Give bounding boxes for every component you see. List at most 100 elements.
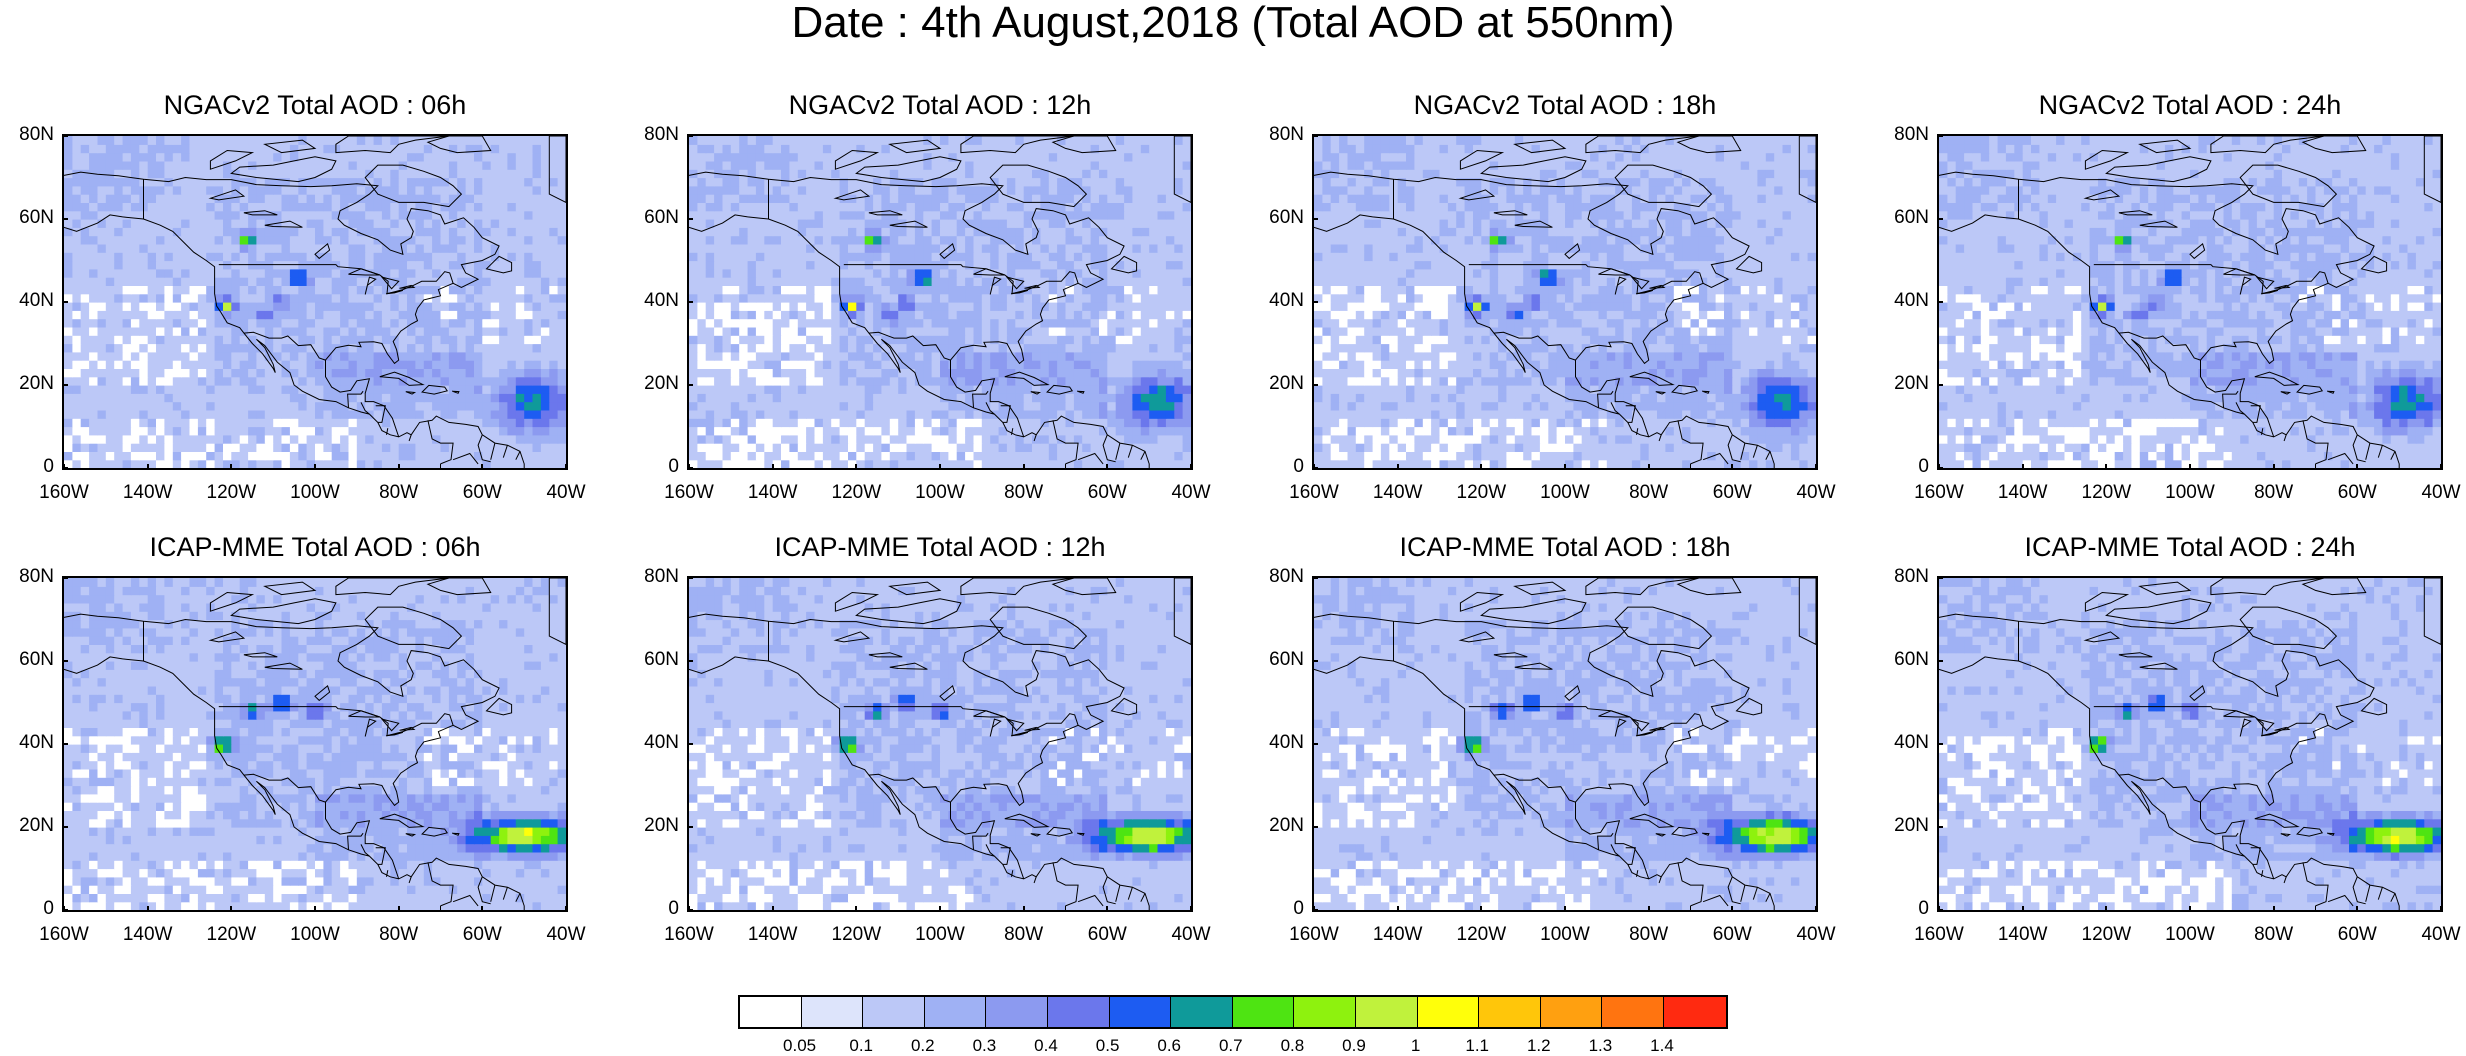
island-outline <box>335 136 449 154</box>
lat-tick-mark <box>1937 577 1943 579</box>
lat-tick-mark <box>687 301 693 303</box>
lake-outline <box>1024 284 1041 289</box>
island-outline <box>1671 826 1699 837</box>
country-border <box>2365 884 2371 902</box>
colorbar-swatch <box>1417 997 1480 1027</box>
country-border <box>2235 844 2245 857</box>
country-border <box>452 452 479 465</box>
panel-title: NGACv2 Total AOD : 18h <box>1413 90 1717 120</box>
lon-tick-label: 160W <box>664 924 714 945</box>
lon-tick-label: 80W <box>1004 482 1044 503</box>
island-outline <box>960 578 1074 596</box>
coastline-east <box>689 613 1125 880</box>
lake-outline <box>386 289 404 295</box>
country-border <box>1493 773 1576 803</box>
country-border <box>2302 420 2329 465</box>
lake-outline <box>2274 726 2291 731</box>
map-panel-ngacv2-18h: NGACv2 Total AOD : 18h 80N 60N 40N 20N 0 160W 1… <box>1250 90 1870 560</box>
island-outline <box>1173 136 1191 203</box>
lon-tick-label: 100W <box>290 924 340 945</box>
lat-tick-label: 80N <box>19 566 54 587</box>
country-border <box>1077 894 1104 907</box>
lon-tick-label: 100W <box>2165 482 2215 503</box>
lon-tick-mark <box>688 464 690 470</box>
country-border <box>2222 832 2239 850</box>
lon-tick-mark <box>1731 906 1734 912</box>
lon-tick-mark <box>1396 906 1399 912</box>
country-border <box>1702 452 1729 465</box>
country-border <box>2352 434 2366 463</box>
map-svg <box>1939 136 2441 468</box>
country-border <box>2235 402 2245 415</box>
lon-tick-label: 140W <box>747 482 798 503</box>
lat-tick-label: 20N <box>1894 373 1929 394</box>
lat-tick-label: 40N <box>19 732 54 753</box>
lat-tick-mark <box>687 384 693 386</box>
colorbar-swatch <box>1355 997 1418 1027</box>
lat-tick-mark <box>1312 135 1318 137</box>
colorbar-tick-label: 1.1 <box>1465 1036 1489 1055</box>
country-border <box>2118 331 2201 361</box>
country-border <box>1677 420 1704 465</box>
colorbar-tick-label: 0.6 <box>1157 1036 1181 1055</box>
lon-tick-label: 60W <box>2337 482 2377 503</box>
island-outline <box>1676 136 1742 154</box>
country-border <box>2377 445 2383 458</box>
aod-field <box>64 578 566 910</box>
country-border <box>1625 847 1636 865</box>
island-outline <box>1585 136 1699 154</box>
lake-outline <box>1636 289 1654 295</box>
lon-tick-mark <box>1313 464 1315 470</box>
panel-title: ICAP-MME Total AOD : 06h <box>149 532 481 562</box>
colorbar-swatch <box>1294 997 1356 1027</box>
lat-tick-mark <box>1937 743 1943 745</box>
map-panel-ngacv2-24h: NGACv2 Total AOD : 24h 80N 60N 40N 20N 0 160W 1… <box>1875 90 2466 560</box>
coastline-east <box>1314 613 1750 880</box>
lon-tick-mark <box>939 464 941 470</box>
island-outline <box>834 149 880 170</box>
colorbar-tick-label: 0.9 <box>1342 1036 1366 1055</box>
lon-tick-mark <box>1480 906 1483 912</box>
lat-tick-label: 20N <box>1894 815 1929 836</box>
country-border <box>360 402 370 415</box>
lon-tick-mark <box>1313 906 1315 912</box>
lake-outline <box>380 276 400 290</box>
country-border <box>1636 428 1639 435</box>
island-outline <box>1798 136 1816 203</box>
colorbar-swatch <box>1232 997 1295 1027</box>
coastline-east <box>1939 171 2375 438</box>
country-border <box>1727 434 1741 463</box>
island-outline <box>2423 136 2441 203</box>
colorbar-tick-label: 0.5 <box>1095 1036 1120 1055</box>
lake-outline <box>1614 276 1627 295</box>
island-outline <box>335 578 449 596</box>
lon-tick-label: 160W <box>1914 924 1964 945</box>
colorbar-tick-label: 0.7 <box>1218 1036 1243 1055</box>
lat-tick-mark <box>1937 218 1943 220</box>
country-border <box>375 405 386 423</box>
lon-tick-mark <box>1480 464 1483 470</box>
country-border <box>408 876 412 884</box>
map-svg <box>1314 136 1816 468</box>
island-outline <box>1655 833 1667 837</box>
lat-tick-label: 20N <box>19 815 54 836</box>
island-outline <box>1735 697 1763 716</box>
island-outline <box>2327 832 2335 836</box>
lon-tick-mark <box>230 906 233 912</box>
island-outline <box>1585 578 1699 596</box>
country-border <box>1115 442 1121 460</box>
island-outline <box>2296 826 2324 837</box>
lat-tick-mark <box>1312 826 1318 828</box>
island-outline <box>1480 156 1587 183</box>
country-border <box>2377 887 2383 900</box>
lat-tick-label: 0 <box>668 456 679 477</box>
lat-tick-mark <box>687 577 693 579</box>
country-border <box>972 832 989 850</box>
country-border <box>2118 773 2201 803</box>
island-outline <box>1459 149 1505 170</box>
aod-field <box>1939 136 2441 468</box>
panel-title: NGACv2 Total AOD : 24h <box>2038 90 2342 120</box>
aod-field <box>1314 578 1816 910</box>
lake-outline <box>1005 718 1025 732</box>
lon-tick-mark <box>1564 464 1566 470</box>
